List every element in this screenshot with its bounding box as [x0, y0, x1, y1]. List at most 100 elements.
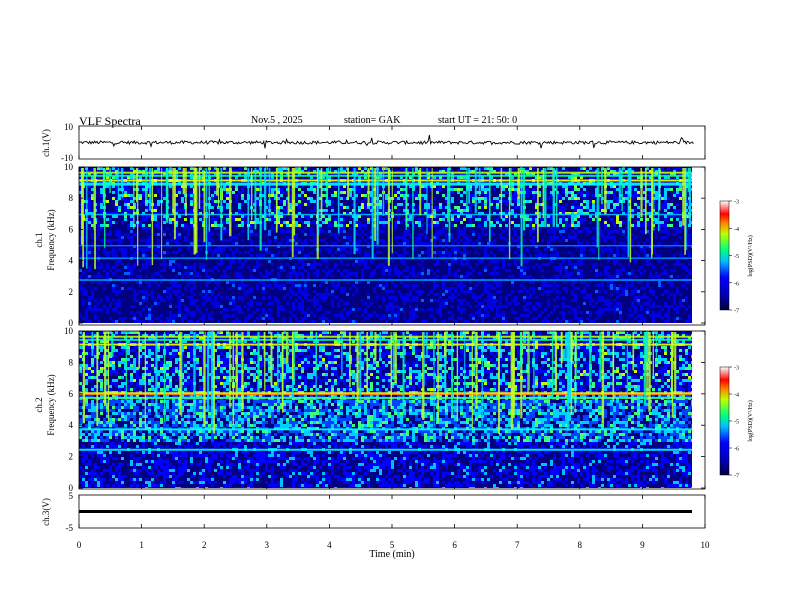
spec-spike [604, 168, 607, 215]
spec-spike [392, 332, 395, 381]
spec-spike [640, 168, 643, 218]
spec-spike [277, 332, 279, 397]
spec-spike [367, 168, 370, 206]
spec-band [79, 257, 692, 259]
colorbar-tick-label: -6 [734, 281, 739, 287]
colorbar-tick-label: -5 [734, 420, 739, 426]
spec-spike [598, 168, 600, 260]
spec-spike [402, 332, 405, 413]
y-tick-label: 4 [69, 256, 74, 266]
colorbar-tick-label: -7 [734, 474, 739, 480]
spec-spike [263, 332, 265, 358]
spec-spike [268, 168, 271, 217]
spec-band [79, 448, 692, 451]
spec-spike [554, 332, 558, 391]
spec-spike [94, 168, 96, 270]
colorbar-tick-label: -4 [734, 227, 739, 233]
spec-spike [107, 332, 110, 422]
spec-spike [149, 168, 152, 211]
y-tick-label: 4 [69, 420, 74, 430]
spec-spike [570, 332, 573, 415]
spec-spike [263, 168, 267, 231]
ch2-colorbar-gradient [719, 366, 730, 476]
ch1-colorbar: -3 -4 -5 -6 -7 log(PSD)(V²/Hz) [719, 200, 754, 315]
ch3-ytick-top: 5 [69, 491, 74, 501]
spec-spike [601, 332, 605, 424]
x-tick-label: 0 [77, 540, 82, 550]
spec-spike [444, 332, 446, 394]
spec-spike [193, 332, 196, 415]
spec-spike [481, 332, 483, 426]
spec-spike [208, 168, 211, 232]
spec-spike [560, 332, 563, 364]
spec-spike [318, 168, 320, 235]
spec-spike [286, 332, 288, 357]
spec-spike [426, 332, 428, 357]
y-tick-label: 0 [69, 483, 74, 493]
spec-spike [596, 168, 599, 248]
colorbar-tick-label: -7 [734, 309, 739, 315]
spec-spike [216, 168, 219, 196]
spec-spike [629, 168, 632, 263]
spec-spike [508, 168, 511, 259]
spec-spike [257, 332, 260, 393]
spec-spike [405, 168, 407, 230]
spec-spike [232, 332, 235, 426]
spec-spike [565, 332, 568, 359]
ch3-ytick-bottom: -5 [66, 523, 74, 533]
spec-spike [474, 168, 477, 214]
colorbar-tick-label: -6 [734, 447, 739, 453]
spec-spike [337, 168, 340, 234]
spec-spike [80, 168, 84, 245]
spec-spike [320, 168, 323, 219]
ch2-spectrogram-heatmap [79, 331, 692, 488]
spec-spike [500, 168, 503, 219]
x-tick-label: 9 [640, 540, 645, 550]
spec-spike [121, 168, 123, 192]
ch2-colorbar-label: log(PSD)(V²/Hz) [747, 400, 754, 441]
x-tick-label: 4 [327, 540, 332, 550]
spec-spike [104, 332, 107, 407]
spec-spike [520, 168, 523, 267]
spec-spike [682, 168, 685, 226]
spec-spike [315, 332, 317, 372]
spec-spike [259, 168, 262, 251]
y-tick-label: 10 [64, 326, 74, 336]
y-tick-label: 6 [69, 389, 74, 399]
spec-spike [109, 168, 111, 193]
spec-spike [627, 168, 630, 257]
spec-spike [281, 332, 284, 413]
spec-spike [645, 168, 647, 235]
ch1-colorbar-label: log(PSD)(V²/Hz) [747, 235, 754, 276]
spec-spike [688, 168, 692, 227]
ch1-ytick-top: 10 [64, 122, 74, 132]
y-tick-label: 0 [69, 318, 74, 328]
spec-spike [347, 168, 349, 201]
spec-spike [499, 332, 502, 358]
x-tick-label: 1 [139, 540, 144, 550]
spec-spike [185, 168, 187, 216]
spec-spike [203, 332, 206, 427]
spec-spike [426, 168, 428, 235]
spec-spike [247, 168, 250, 241]
spec-spike [104, 168, 106, 248]
spec-spike [629, 168, 632, 197]
spec-spike [359, 332, 362, 401]
spec-spike [151, 168, 154, 266]
spec-spike [86, 168, 88, 269]
spec-spike [275, 168, 278, 233]
spec-spike [133, 168, 135, 229]
spec-spike [658, 168, 661, 211]
spec-spike [589, 332, 592, 393]
spec-spike [394, 332, 397, 384]
spec-spike [519, 332, 522, 367]
y-tick-label: 2 [69, 452, 74, 462]
spec-spike [390, 332, 393, 409]
spec-spike [433, 332, 435, 365]
x-tick-label: 7 [515, 540, 520, 550]
spec-spike [670, 332, 673, 399]
y-tick-label: 8 [69, 357, 74, 367]
spec-spike [145, 168, 148, 204]
spec-spike [117, 168, 119, 201]
x-tick-label: 10 [701, 540, 711, 550]
